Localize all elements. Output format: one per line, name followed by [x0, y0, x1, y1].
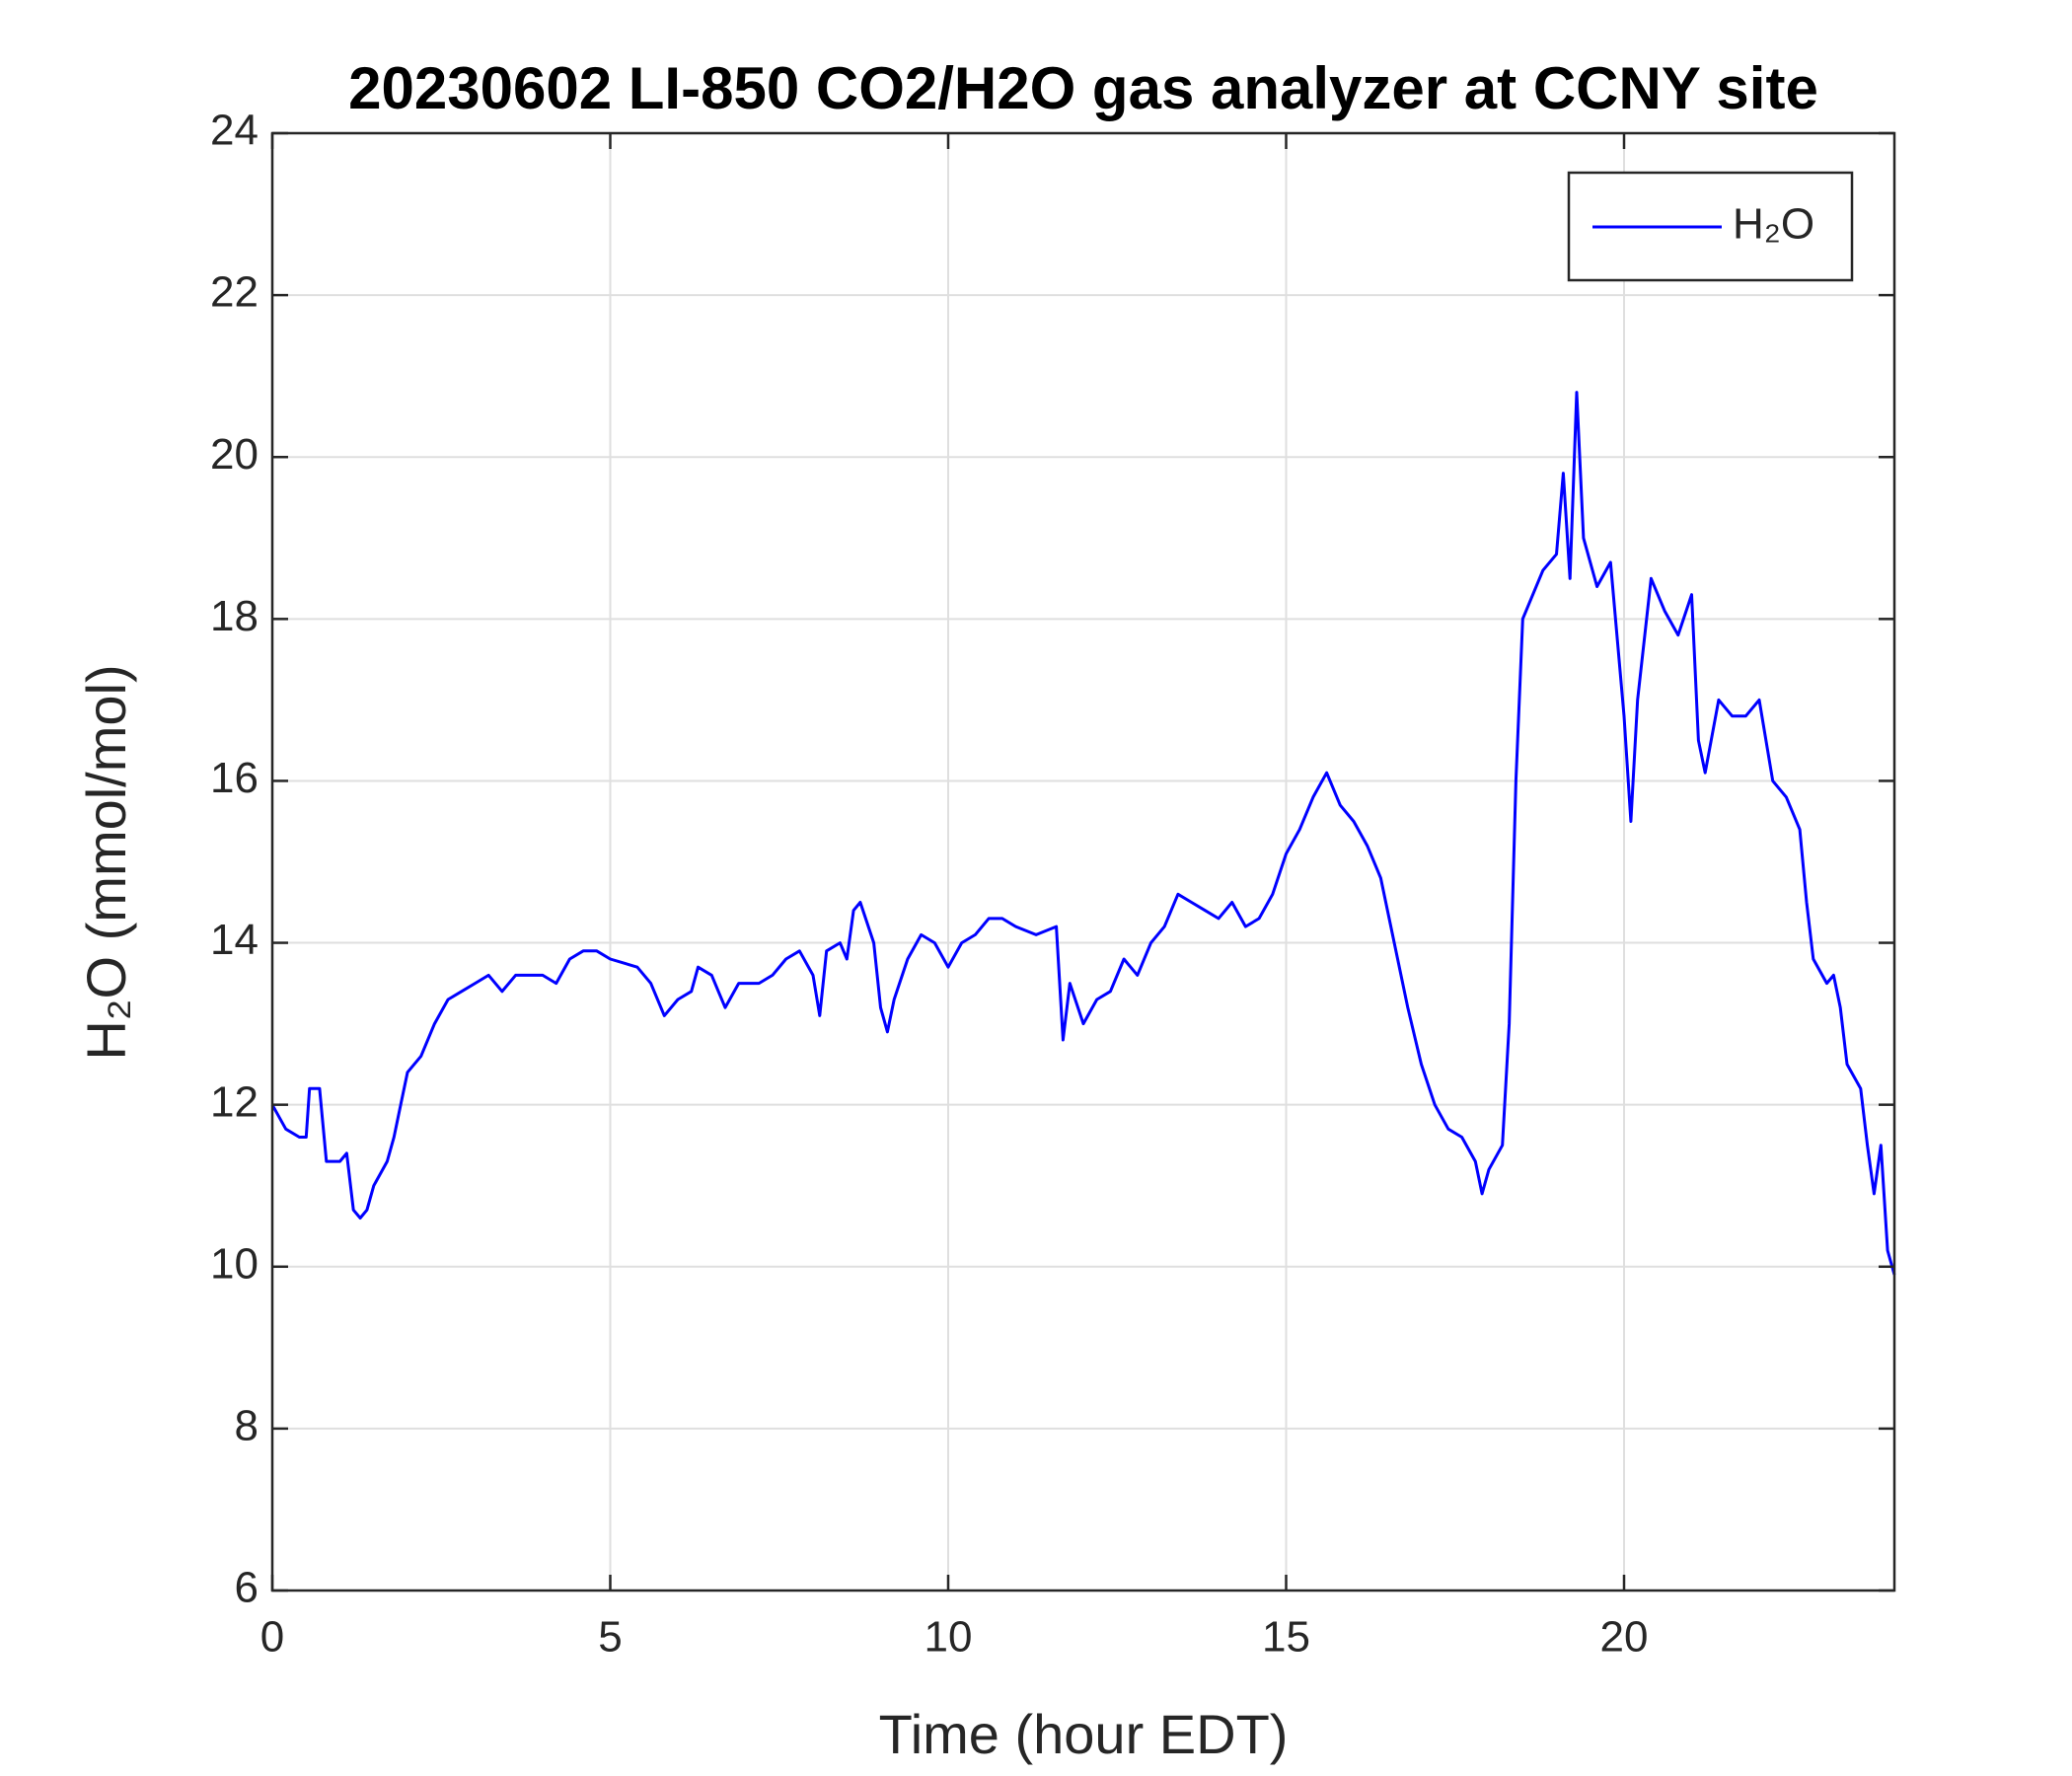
x-tick-label: 15: [1262, 1613, 1310, 1662]
y-tick-label: 12: [210, 1077, 259, 1126]
y-tick-label: 8: [235, 1402, 259, 1450]
plot-area: [270, 391, 1896, 1276]
y-tick-label: 10: [210, 1239, 259, 1288]
y-tick-label: 20: [210, 430, 259, 479]
x-tick-label: 20: [1600, 1613, 1649, 1662]
legend-label: H₂O: [1733, 200, 1814, 249]
y-tick-label: 22: [210, 268, 259, 317]
x-axis-label: Time (hour EDT): [879, 1703, 1289, 1765]
x-tick-label: 10: [925, 1613, 973, 1662]
legend: H₂O: [1567, 171, 1854, 282]
y-tick-label: 6: [235, 1564, 259, 1612]
y-axis-label: H₂O (mmol/mol): [75, 664, 137, 1060]
y-tick-label: 24: [210, 107, 259, 155]
x-tick-label: 0: [260, 1613, 284, 1662]
y-tick-label: 18: [210, 592, 259, 640]
x-tick-label: 5: [598, 1613, 622, 1662]
axes-box: [270, 131, 1896, 1592]
y-tick-label: 16: [210, 754, 259, 802]
y-tick-label: 14: [210, 916, 259, 964]
data-line: [270, 391, 1896, 1276]
chart-title: 20230602 LI-850 CO2/H2O gas analyzer at …: [348, 55, 1818, 121]
